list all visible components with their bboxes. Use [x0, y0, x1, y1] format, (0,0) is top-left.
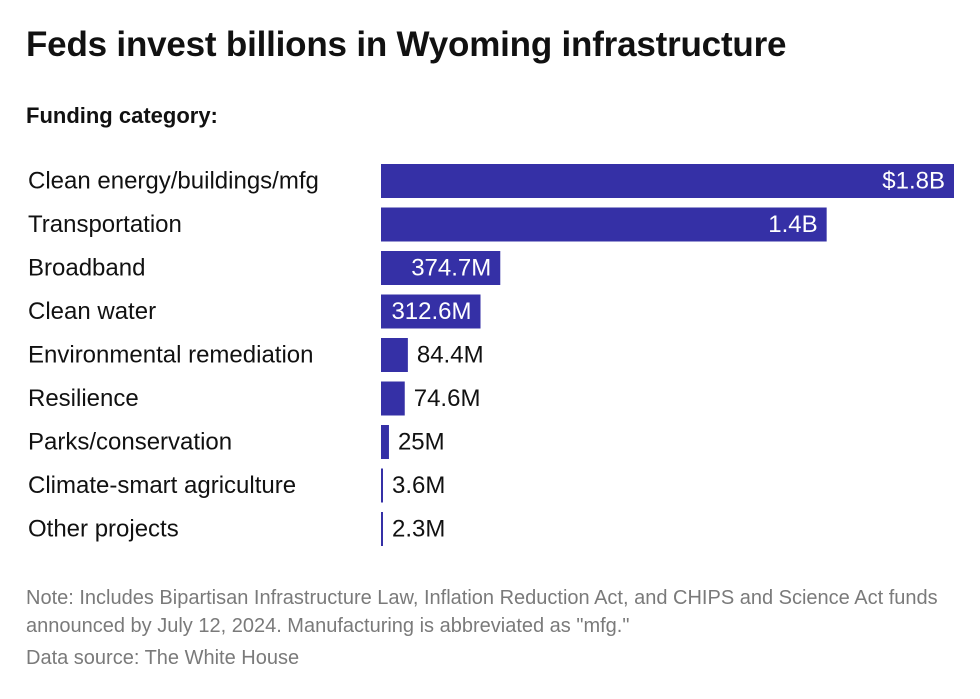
- category-label-other-projects: Other projects: [28, 516, 179, 543]
- bar-other-projects: [381, 512, 383, 546]
- data-label-other-projects: 2.3M: [392, 516, 445, 543]
- category-label-broadband: Broadband: [28, 255, 145, 282]
- data-label-transportation: 1.4B: [768, 211, 817, 238]
- data-label-clean-water: 312.6M: [391, 298, 471, 325]
- category-label-environmental-remediation: Environmental remediation: [28, 342, 313, 369]
- category-label-resilience: Resilience: [28, 385, 139, 412]
- data-label-parks-conservation: 25M: [398, 429, 445, 456]
- category-label-climate-smart-agriculture: Climate-smart agriculture: [28, 472, 296, 499]
- bar-clean-water: [381, 294, 481, 329]
- bar-climate-smart-agriculture: [381, 468, 383, 503]
- chart-note: Note: Includes Bipartisan Infrastructure…: [26, 587, 938, 637]
- bar-resilience: [381, 381, 405, 416]
- data-label-clean-energy-buildings-mfg: $1.8B: [882, 168, 945, 195]
- category-label-clean-energy-buildings-mfg: Clean energy/buildings/mfg: [28, 168, 319, 195]
- data-label-environmental-remediation: 84.4M: [417, 342, 484, 369]
- data-source: Data source: The White House: [26, 647, 300, 669]
- data-label-broadband: 374.7M: [411, 255, 491, 282]
- data-label-climate-smart-agriculture: 3.6M: [392, 472, 445, 499]
- category-label-transportation: Transportation: [28, 211, 182, 238]
- bar-clean-energy-buildings-mfg: [381, 164, 954, 198]
- bar-broadband: [381, 251, 501, 285]
- bar-transportation: [381, 207, 827, 242]
- data-label-resilience: 74.6M: [414, 385, 481, 412]
- category-label-parks-conservation: Parks/conservation: [28, 429, 232, 456]
- bar-chart: Clean energy/buildings/mfg $1.8B Transport…: [28, 164, 954, 546]
- bar-parks-conservation: [381, 425, 389, 459]
- chart-title: Feds invest billions in Wyoming infrastr…: [26, 25, 787, 64]
- category-label-clean-water: Clean water: [28, 298, 156, 325]
- bar-environmental-remediation: [381, 338, 408, 372]
- chart-subtitle: Funding category:: [26, 103, 218, 128]
